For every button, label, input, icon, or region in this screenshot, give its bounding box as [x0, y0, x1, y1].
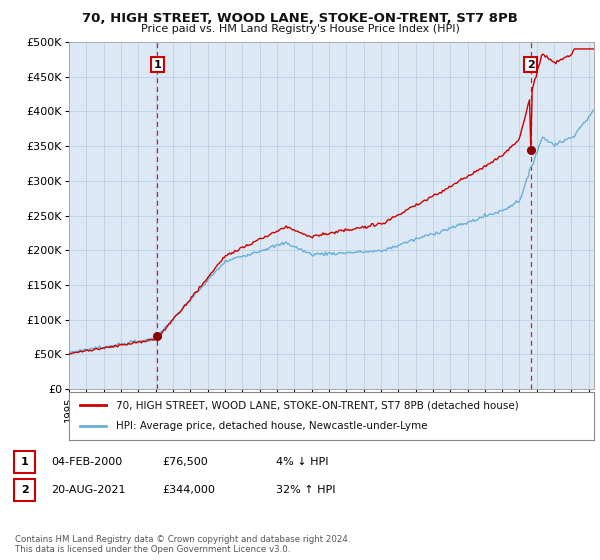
Text: Contains HM Land Registry data © Crown copyright and database right 2024.
This d: Contains HM Land Registry data © Crown c… — [15, 535, 350, 554]
Text: Price paid vs. HM Land Registry's House Price Index (HPI): Price paid vs. HM Land Registry's House … — [140, 24, 460, 34]
Text: 1: 1 — [21, 457, 28, 467]
Text: 1: 1 — [154, 59, 161, 69]
Text: HPI: Average price, detached house, Newcastle-under-Lyme: HPI: Average price, detached house, Newc… — [116, 421, 428, 431]
Text: £76,500: £76,500 — [162, 457, 208, 467]
Text: 2: 2 — [527, 59, 535, 69]
Text: 32% ↑ HPI: 32% ↑ HPI — [276, 485, 335, 495]
Text: 70, HIGH STREET, WOOD LANE, STOKE-ON-TRENT, ST7 8PB (detached house): 70, HIGH STREET, WOOD LANE, STOKE-ON-TRE… — [116, 400, 519, 410]
Text: 4% ↓ HPI: 4% ↓ HPI — [276, 457, 329, 467]
Text: 2: 2 — [21, 485, 28, 495]
Text: 70, HIGH STREET, WOOD LANE, STOKE-ON-TRENT, ST7 8PB: 70, HIGH STREET, WOOD LANE, STOKE-ON-TRE… — [82, 12, 518, 25]
Text: £344,000: £344,000 — [162, 485, 215, 495]
Text: 04-FEB-2000: 04-FEB-2000 — [51, 457, 122, 467]
Text: 20-AUG-2021: 20-AUG-2021 — [51, 485, 125, 495]
